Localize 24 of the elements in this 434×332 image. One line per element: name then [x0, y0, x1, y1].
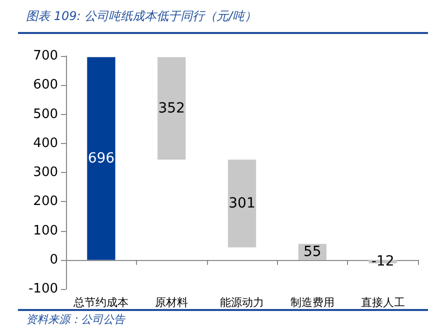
bar — [87, 57, 116, 260]
data-label: 55 — [303, 244, 322, 260]
x-tick-label: 原材料 — [155, 296, 188, 309]
data-label: -12 — [371, 254, 394, 270]
y-tick-label: 400 — [33, 136, 58, 151]
y-tick-label: 500 — [33, 106, 58, 122]
x-tick-label: 直接人工 — [360, 296, 405, 309]
y-tick-label: 0 — [50, 252, 58, 268]
x-tick-label: 总节约成本 — [72, 296, 129, 309]
y-tick-label: 700 — [33, 48, 58, 64]
bar — [158, 57, 186, 160]
y-tick-label: -100 — [28, 282, 58, 296]
y-tick-label: 100 — [33, 223, 58, 238]
x-tick-label: 能源动力 — [220, 296, 264, 309]
y-tick-label: 300 — [33, 165, 58, 180]
chart-title: 图表 109: 公司吨纸成本低于同行（元/吨） — [26, 8, 257, 25]
data-label: 696 — [88, 150, 115, 167]
bar — [228, 160, 256, 248]
data-label: 352 — [158, 100, 185, 116]
y-tick-label: 200 — [33, 194, 58, 210]
x-tick-label: 制造费用 — [290, 296, 334, 309]
data-label: 301 — [228, 196, 256, 212]
text: 资料来源：公司公告 — [26, 312, 125, 327]
y-tick-label: 600 — [33, 78, 58, 93]
